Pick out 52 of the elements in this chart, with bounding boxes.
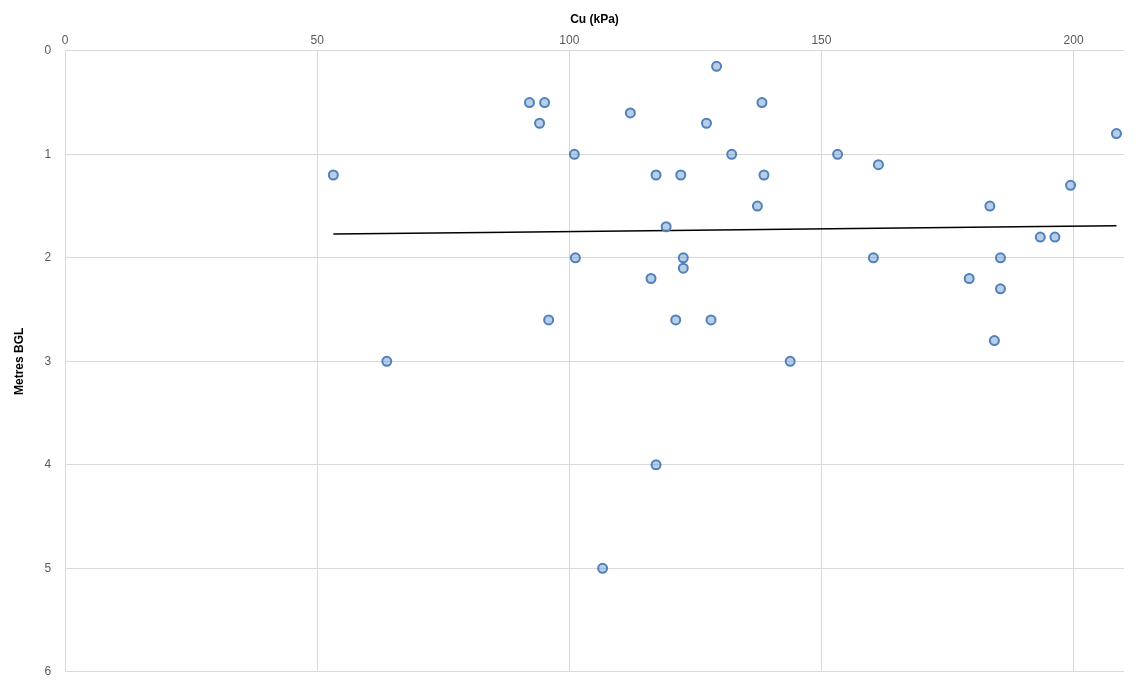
x-tick-label: 100 <box>559 32 580 47</box>
point <box>726 148 738 160</box>
point <box>670 314 682 326</box>
x-tick-label: 200 <box>1063 32 1084 47</box>
y-tick-label: 4 <box>44 457 52 472</box>
point <box>523 97 535 109</box>
point <box>1049 231 1061 243</box>
x-axis-title: Cu (kPa) <box>570 11 619 26</box>
point <box>677 262 689 274</box>
point <box>569 252 581 264</box>
point <box>984 200 996 212</box>
point <box>1065 179 1077 191</box>
point <box>867 252 879 264</box>
point <box>381 355 393 367</box>
point <box>994 252 1006 264</box>
point <box>705 314 717 326</box>
point <box>534 117 546 129</box>
point <box>539 97 551 109</box>
point <box>784 355 796 367</box>
point <box>675 169 687 181</box>
point <box>1110 128 1122 140</box>
point <box>624 107 636 119</box>
point <box>872 159 884 171</box>
point <box>751 200 763 212</box>
y-tick-label: 3 <box>44 353 52 368</box>
x-tick-label: 150 <box>811 32 832 47</box>
point <box>677 252 689 264</box>
point <box>1034 231 1046 243</box>
point <box>543 314 555 326</box>
point <box>994 283 1006 295</box>
point <box>758 169 770 181</box>
point <box>756 97 768 109</box>
y-tick-label: 1 <box>44 146 52 161</box>
point <box>988 335 1000 347</box>
point <box>568 148 580 160</box>
y-tick-label: 6 <box>44 664 52 679</box>
point <box>327 169 339 181</box>
point <box>660 221 672 233</box>
y-tick-label: 2 <box>44 250 52 265</box>
point <box>650 169 662 181</box>
point <box>645 273 657 284</box>
point <box>700 117 712 129</box>
y-tick-label: 0 <box>44 43 52 58</box>
point <box>711 60 723 72</box>
x-tick-label: 0 <box>61 32 69 47</box>
point <box>963 273 975 284</box>
y-axis-title: Metres BGL <box>11 327 26 395</box>
point <box>597 562 609 574</box>
point <box>832 148 844 160</box>
y-tick-label: 5 <box>44 560 52 575</box>
x-tick-label: 50 <box>310 32 325 47</box>
point <box>650 459 662 471</box>
